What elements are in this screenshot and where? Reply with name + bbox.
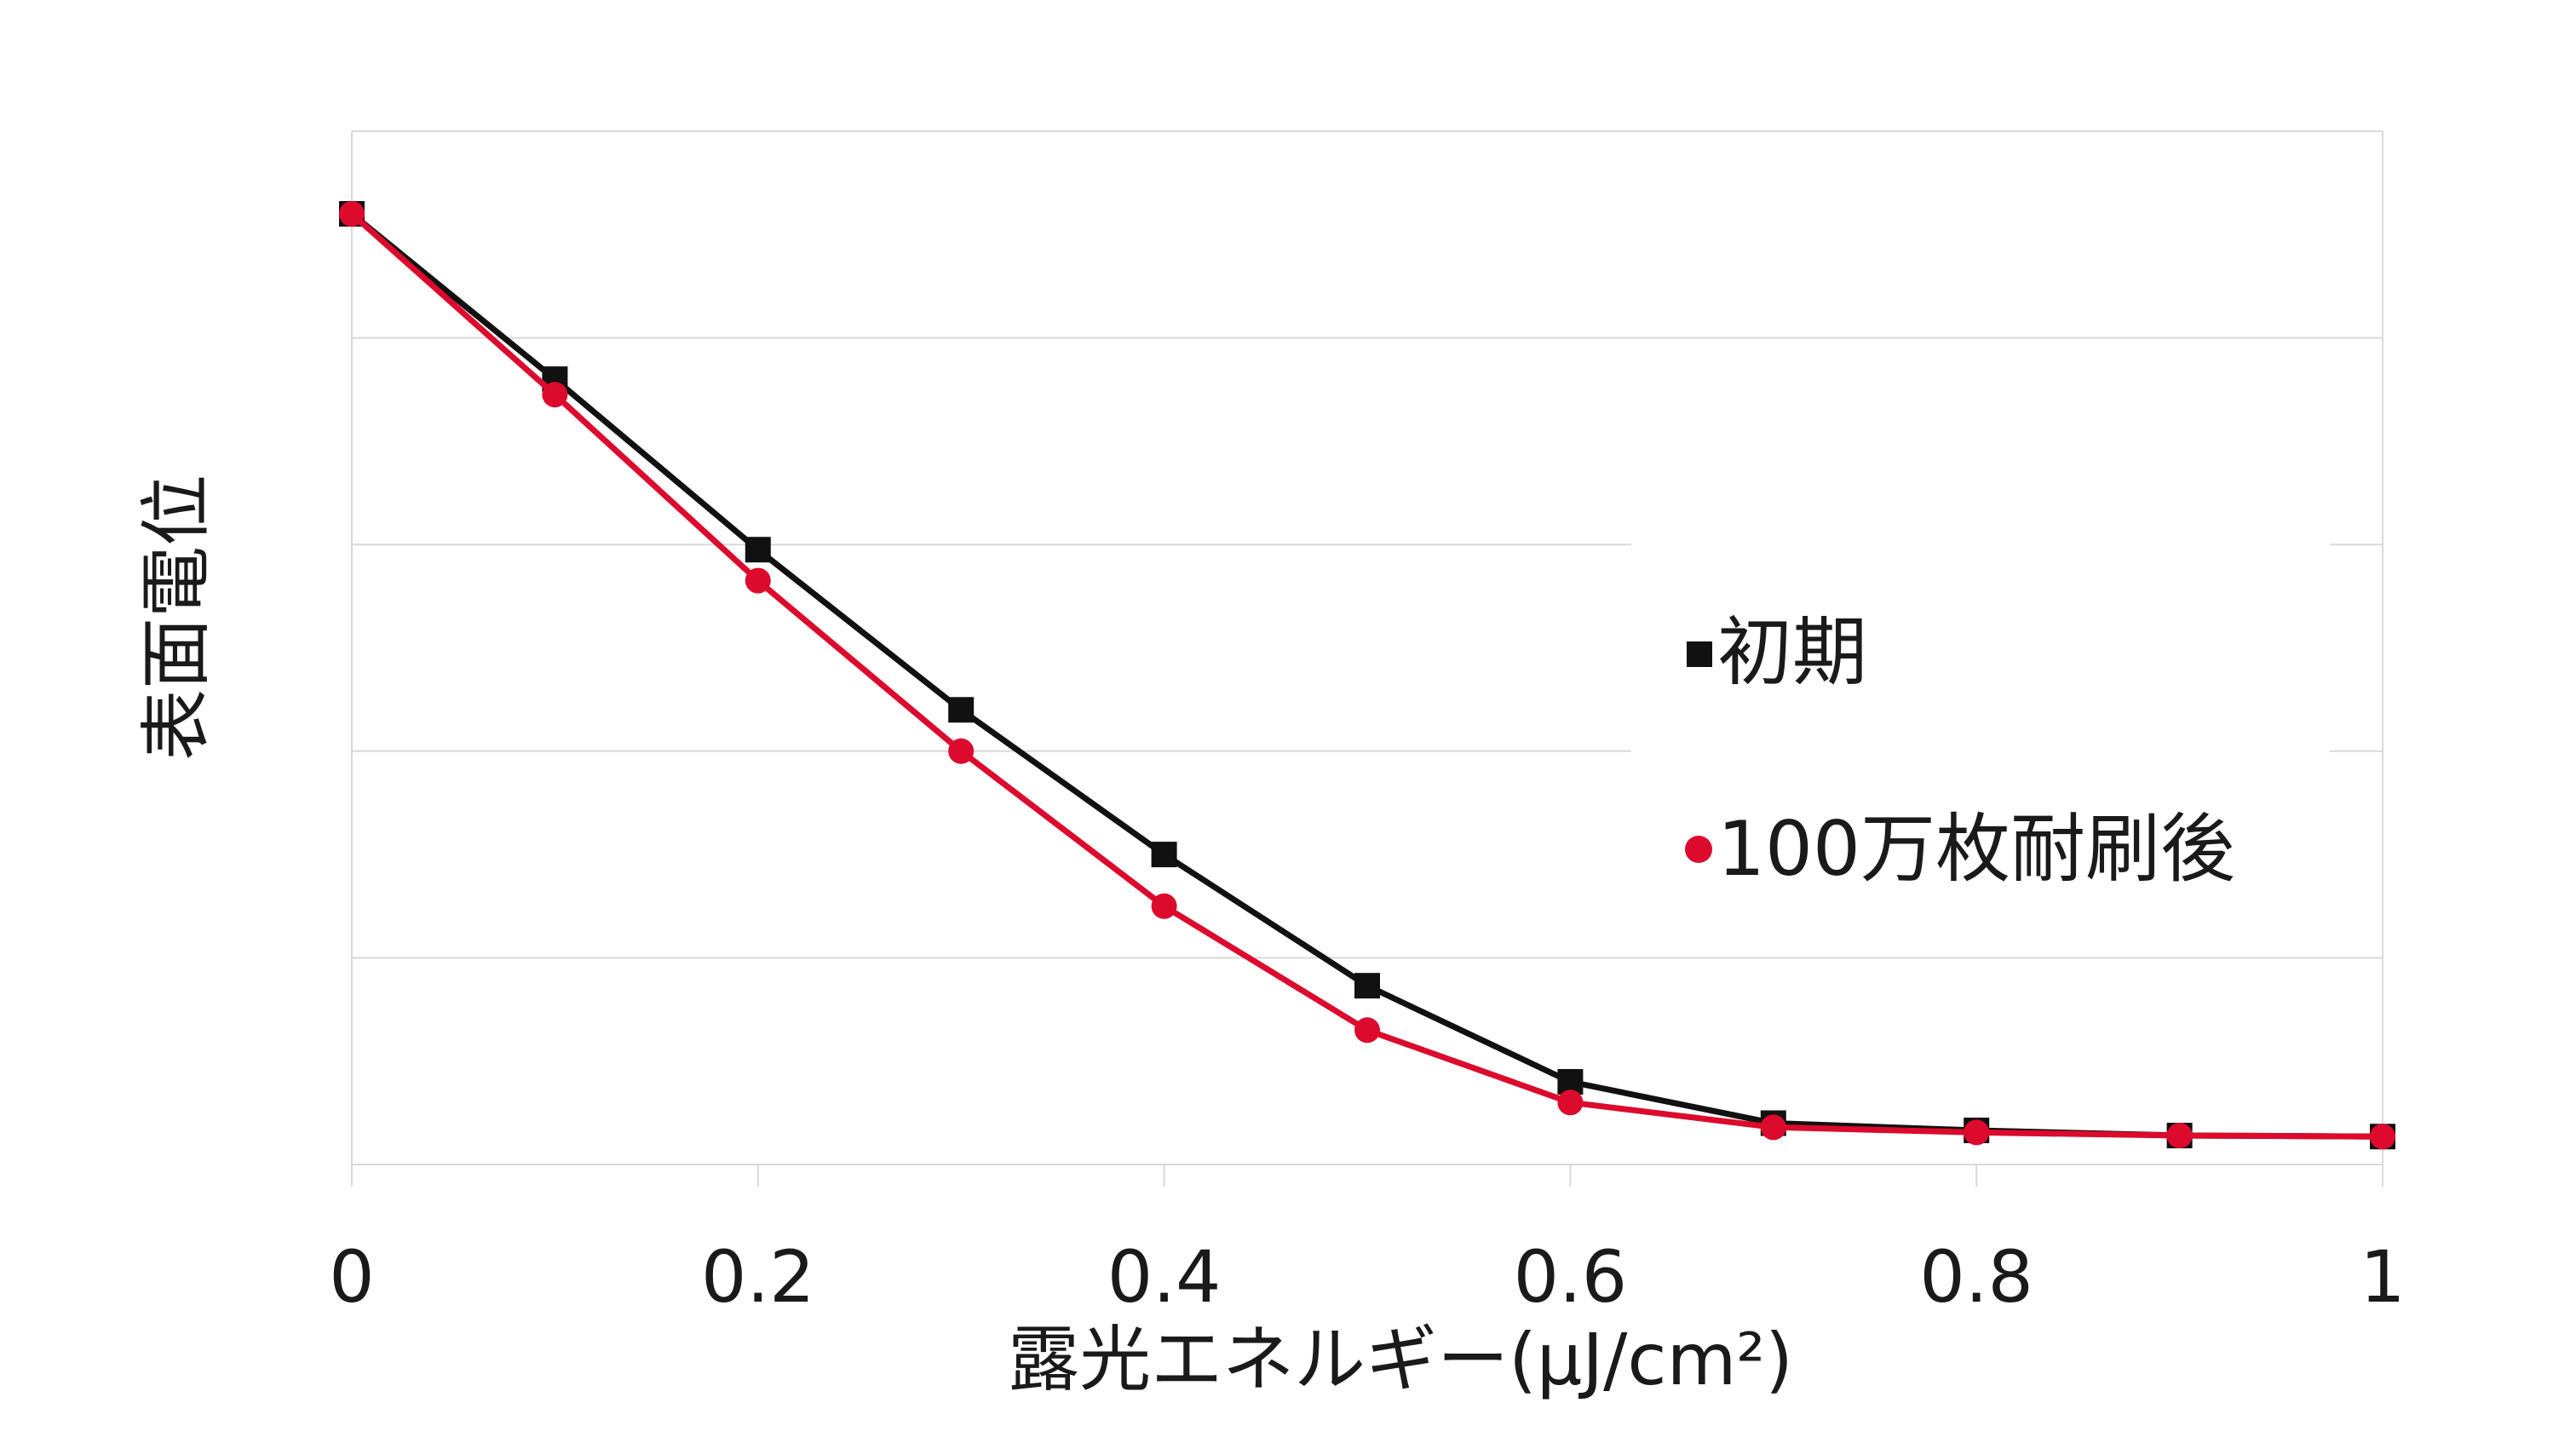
data-point-after-print [1964,1119,1990,1146]
x-tick-label: 0 [329,1235,374,1319]
legend-marker-circle [1685,836,1712,863]
data-point-initial [745,537,771,563]
data-point-after-print [1557,1090,1584,1116]
series-layer [339,201,2395,1150]
data-point-after-print [2370,1124,2395,1150]
y-axis-title: 表面電位 [135,474,218,761]
x-tick-label: 0.4 [1107,1235,1222,1319]
legend-marker-square [1687,641,1712,667]
x-axis-title: 露光エネルギー(μJ/cm²) [1008,1318,1793,1401]
data-point-after-print [339,201,365,227]
x-tick-label: 1 [2360,1235,2405,1319]
x-tick-labels: 0 0.2 0.4 0.6 0.8 1 [329,1235,2405,1319]
data-point-initial [948,697,975,723]
legend-background [1631,541,2330,762]
data-point-after-print [2166,1123,2193,1149]
data-point-after-print [1760,1114,1786,1141]
data-point-after-print [542,382,568,408]
data-point-after-print [745,567,771,594]
data-point-initial [1354,973,1380,999]
data-point-after-print [1151,893,1177,919]
x-tick-label: 0.6 [1514,1235,1628,1319]
x-tick-label: 0.8 [1919,1235,2033,1319]
legend: 初期 100万枚耐刷後 [1631,541,2330,893]
grid-lines [351,130,2383,1187]
x-tick-label: 0.2 [701,1235,815,1319]
legend-label-initial: 初期 [1717,608,1867,696]
data-point-after-print [948,738,975,764]
data-point-after-print [1354,1017,1380,1044]
legend-label-after-print: 100万枚耐刷後 [1717,805,2235,893]
data-point-initial [1151,842,1177,868]
